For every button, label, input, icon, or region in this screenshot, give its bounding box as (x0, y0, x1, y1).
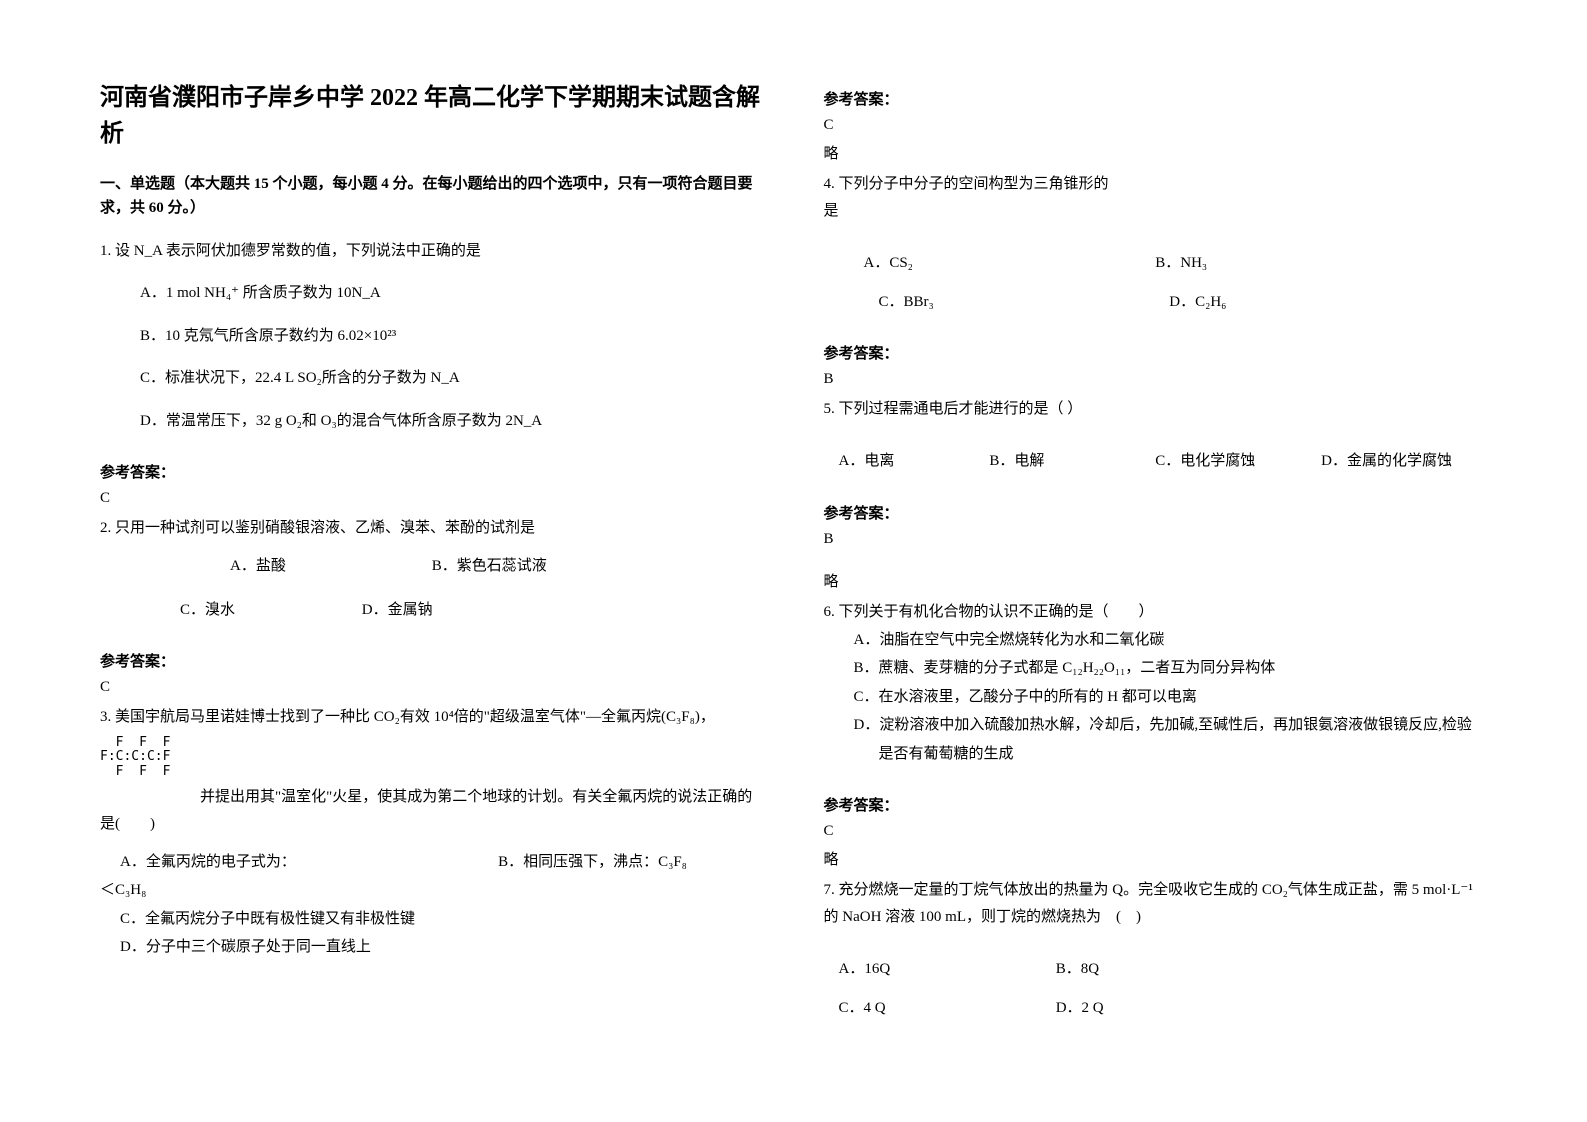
q4-optB: B．NH₃ (1155, 249, 1487, 278)
q4-answer: B (824, 371, 1488, 388)
q3-optB: B．相同压强下，沸点：C₃F₈ (498, 848, 763, 877)
q2-optB: B．紫色石蕊试液 (432, 552, 764, 581)
q4-answer-label: 参考答案： (824, 342, 1488, 363)
q5-note: 略 (824, 570, 1488, 591)
q5-optD: D．金属的化学腐蚀 (1321, 447, 1487, 476)
page-title: 河南省濮阳市子岸乡中学 2022 年高二化学下学期期末试题含解析 (100, 80, 764, 152)
q5-optB: B．电解 (989, 447, 1155, 476)
q7-optC: C．4 Q (824, 994, 1056, 1023)
q1-optD: D．常温常压下，32 g O₂和 O₃的混合气体所含原子数为 2N_A (100, 407, 764, 436)
left-column: 河南省濮阳市子岸乡中学 2022 年高二化学下学期期末试题含解析 一、单选题（本… (100, 80, 764, 1082)
q3-note: 略 (824, 142, 1488, 163)
q4-text2: 是 (824, 198, 1488, 225)
q5-answer-label: 参考答案： (824, 502, 1488, 523)
q2-optA: A．盐酸 (100, 552, 432, 581)
q2-optD: D．金属钠 (362, 596, 694, 625)
q3-optB2: ＜C₃H₈ (100, 876, 764, 905)
lewis-structure: F F F F:C:C:C:F F F F (100, 736, 764, 779)
question-1: 1. 设 N_A 表示阿伏加德罗常数的值，下列说法中正确的是 A．1 mol N… (100, 238, 764, 435)
q7-optA: A．16Q (824, 955, 1056, 984)
question-5: 5. 下列过程需通电后才能进行的是（ ） A．电离 B．电解 C．电化学腐蚀 D… (824, 396, 1488, 476)
q2-answer-label: 参考答案： (100, 650, 764, 671)
question-6: 6. 下列关于有机化合物的认识不正确的是（ ） A．油脂在空气中完全燃烧转化为水… (824, 599, 1488, 769)
q2-answer: C (100, 679, 764, 696)
q5-text: 5. 下列过程需通电后才能进行的是（ ） (824, 396, 1488, 423)
q4-optD: D．C₂H₆ (1155, 288, 1487, 317)
q5-optC: C．电化学腐蚀 (1155, 447, 1321, 476)
q7-text: 7. 充分燃烧一定量的丁烷气体放出的热量为 Q。完全吸收它生成的 CO₂气体生成… (824, 877, 1488, 931)
q1-optA: A．1 mol NH₄⁺ 所含质子数为 10N_A (100, 279, 764, 308)
section-header: 一、单选题（本大题共 15 个小题，每小题 4 分。在每小题给出的四个选项中，只… (100, 172, 764, 220)
q6-answer: C (824, 823, 1488, 840)
q7-optD: D．2 Q (1056, 994, 1288, 1023)
q1-optC: C．标准状况下，22.4 L SO₂所含的分子数为 N_A (100, 364, 764, 393)
q3-optA: A．全氟丙烷的电子式为： (100, 848, 498, 877)
question-7: 7. 充分燃烧一定量的丁烷气体放出的热量为 Q。完全吸收它生成的 CO₂气体生成… (824, 877, 1488, 1022)
q5-optA: A．电离 (824, 447, 990, 476)
q1-answer-label: 参考答案： (100, 461, 764, 482)
q6-optB: B．蔗糖、麦芽糖的分子式都是 C₁₂H₂₂O₁₁，二者互为同分异构体 (824, 654, 1488, 683)
q3-answer-label: 参考答案： (824, 88, 1488, 109)
q6-answer-label: 参考答案： (824, 794, 1488, 815)
q6-optD2: 是否有葡萄糖的生成 (824, 740, 1488, 769)
q1-optB: B．10 克氖气所含原子数约为 6.02×10²³ (100, 322, 764, 351)
q6-optC: C．在水溶液里，乙酸分子中的所有的 H 都可以电离 (824, 683, 1488, 712)
q2-text: 2. 只用一种试剂可以鉴别硝酸银溶液、乙烯、溴苯、苯酚的试剂是 (100, 515, 764, 542)
q3-answer: C (824, 117, 1488, 134)
q3-optD: D．分子中三个碳原子处于同一直线上 (100, 933, 764, 962)
q1-answer: C (100, 490, 764, 507)
q3-text2: 并提出用其"温室化"火星，使其成为第二个地球的计划。有关全氟丙烷的说法正确的 (200, 784, 752, 811)
q5-answer: B (824, 531, 1488, 548)
q6-note: 略 (824, 848, 1488, 869)
q3-text: 3. 美国宇航局马里诺娃博士找到了一种比 CO₂有效 10⁴倍的"超级温室气体"… (100, 704, 764, 731)
q1-text: 1. 设 N_A 表示阿伏加德罗常数的值，下列说法中正确的是 (100, 238, 764, 265)
right-column: 参考答案： C 略 4. 下列分子中分子的空间构型为三角锥形的 是 A．CS₂ … (824, 80, 1488, 1082)
q3-text3: 是( ) (100, 811, 764, 838)
q6-optD: D．淀粉溶液中加入硫酸加热水解，冷却后，先加碱,至碱性后，再加银氨溶液做银镜反应… (824, 711, 1488, 740)
q4-optC: C．BBr₃ (824, 288, 1156, 317)
question-4: 4. 下列分子中分子的空间构型为三角锥形的 是 A．CS₂ B．NH₃ C．BB… (824, 171, 1488, 316)
q6-optA: A．油脂在空气中完全燃烧转化为水和二氧化碳 (824, 626, 1488, 655)
q3-optC: C．全氟丙烷分子中既有极性键又有非极性键 (100, 905, 764, 934)
q4-optA: A．CS₂ (824, 249, 1156, 278)
q6-text: 6. 下列关于有机化合物的认识不正确的是（ ） (824, 599, 1488, 626)
q7-optB: B．8Q (1056, 955, 1288, 984)
question-2: 2. 只用一种试剂可以鉴别硝酸银溶液、乙烯、溴苯、苯酚的试剂是 A．盐酸 B．紫… (100, 515, 764, 624)
q4-text: 4. 下列分子中分子的空间构型为三角锥形的 (824, 171, 1488, 198)
question-3: 3. 美国宇航局马里诺娃博士找到了一种比 CO₂有效 10⁴倍的"超级温室气体"… (100, 704, 764, 962)
